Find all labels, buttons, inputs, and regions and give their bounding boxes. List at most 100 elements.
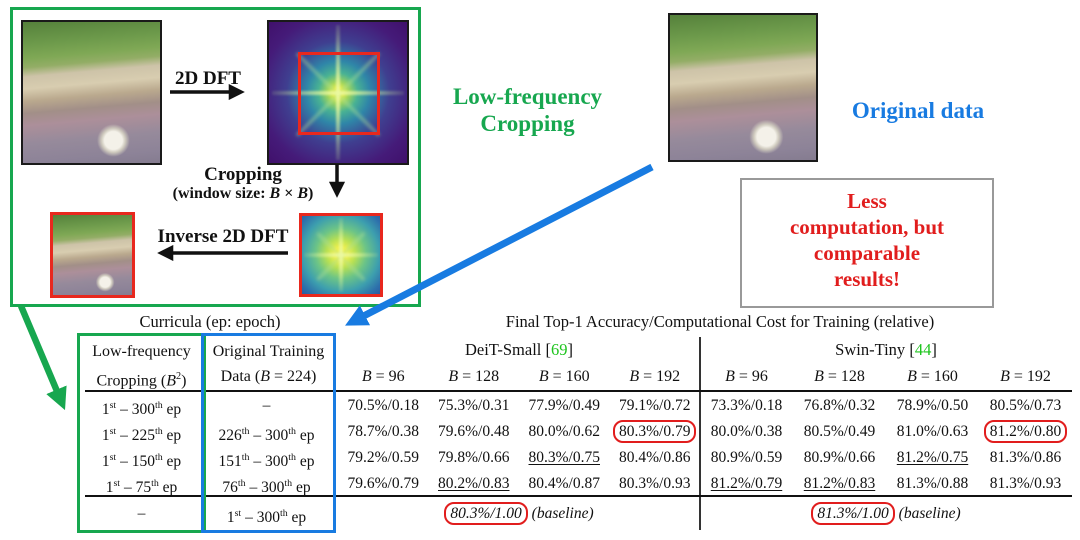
table-cell: 81.0%/0.63 bbox=[896, 423, 969, 440]
table-cell: 80.4%/0.87 bbox=[528, 475, 600, 492]
epoch-range-cell: 76th – 300th ep bbox=[222, 478, 311, 497]
group-name: Swin-Tiny bbox=[835, 340, 906, 359]
table-cell-underlined: 80.2%/0.83 bbox=[438, 475, 510, 492]
table-cell: 70.5%/0.18 bbox=[347, 397, 419, 414]
baseline-deit-cell: 80.3%/1.00 (baseline) bbox=[338, 497, 700, 530]
table-cell: 79.2%/0.59 bbox=[347, 449, 419, 466]
model-group-header-row: DeiT-Small [69] Swin-Tiny [44] bbox=[338, 337, 1072, 362]
b-header: B = 160 bbox=[907, 368, 958, 385]
b-header: B = 192 bbox=[629, 368, 681, 385]
table-cell-underlined: 81.2%/0.75 bbox=[896, 449, 969, 466]
spectrum-ray bbox=[271, 90, 405, 95]
table-cell: 80.9%/0.59 bbox=[710, 449, 783, 466]
epoch-range-cell: 226th – 300th ep bbox=[218, 426, 315, 445]
results-table: Low-frequency Cropping (B2) Original Tra… bbox=[77, 333, 1072, 533]
original-data-photo bbox=[668, 13, 818, 162]
table-cell: 80.3%/0.93 bbox=[619, 475, 691, 492]
dft-spectrum-image bbox=[267, 20, 409, 165]
baseline-suffix: (baseline) bbox=[898, 505, 961, 522]
b-header: B = 128 bbox=[448, 368, 500, 385]
b-header: B = 192 bbox=[1000, 368, 1051, 385]
caption-line: Cropping bbox=[480, 111, 575, 136]
table-cell: 81.3%/0.88 bbox=[896, 475, 969, 492]
window-size-header-row: B = 96 B = 128 B = 160 B = 192 B = 96 B … bbox=[338, 363, 1072, 390]
table-header-rule bbox=[85, 390, 1072, 392]
table-cell-underlined: 80.3%/0.75 bbox=[528, 449, 600, 466]
original-data-caption: Original data bbox=[851, 98, 985, 123]
epoch-range-cell: 1st – 300th ep bbox=[226, 508, 307, 527]
b-header: B = 160 bbox=[538, 368, 590, 385]
header-line: Cropping (B2) bbox=[96, 371, 187, 390]
table-row: 1st – 75th ep 76th – 300th ep 79.6%/0.79… bbox=[80, 471, 1072, 497]
table-baseline-rule bbox=[85, 495, 1072, 497]
cite-bracket: ] bbox=[931, 340, 937, 359]
baseline-suffix: (baseline) bbox=[531, 505, 594, 522]
epoch-range-cell: – bbox=[262, 397, 271, 414]
table-cell: 79.6%/0.79 bbox=[347, 475, 419, 492]
red-oval-highlight: 80.3%/1.00 bbox=[444, 502, 528, 525]
cropped-spectrum-image bbox=[299, 213, 383, 297]
epoch-range-cell: 1st – 75th ep bbox=[105, 478, 178, 497]
table-cell: 80.0%/0.38 bbox=[710, 423, 783, 440]
results-caption: Final Top-1 Accuracy/Computational Cost … bbox=[505, 312, 935, 331]
low-frequency-cropping-caption: Low-frequency Cropping bbox=[420, 83, 635, 137]
low-freq-cropped-photo bbox=[50, 212, 135, 298]
cropping-label-line1: Cropping bbox=[204, 164, 282, 185]
baseline-row: – 1st – 300th ep 80.3%/1.00 (baseline) 8… bbox=[80, 497, 1072, 530]
table-cell: 80.9%/0.66 bbox=[803, 449, 876, 466]
header-line: Low-frequency bbox=[92, 343, 191, 360]
table-cell: 78.9%/0.50 bbox=[896, 397, 969, 414]
table-cell: 80.5%/0.73 bbox=[989, 397, 1062, 414]
cite-bracket: [ bbox=[905, 340, 915, 359]
b-header: B = 128 bbox=[814, 368, 865, 385]
cropping-label-line2: (window size: B × B) bbox=[172, 185, 314, 202]
crop-window-outline bbox=[297, 51, 380, 136]
header-line: Original Training bbox=[212, 343, 325, 360]
note-line: computation, but bbox=[789, 215, 945, 239]
group-name: DeiT-Small bbox=[464, 340, 542, 359]
table-cell: 78.7%/0.38 bbox=[347, 423, 419, 440]
note-line: comparable bbox=[813, 241, 921, 265]
table-cell: 79.1%/0.72 bbox=[619, 397, 691, 414]
column-header-lowfreq: Low-frequency Cropping (B2) bbox=[80, 339, 203, 393]
note-line: results! bbox=[833, 267, 901, 291]
note-box: Less computation, but comparable results… bbox=[740, 178, 994, 308]
b-header: B = 96 bbox=[361, 368, 405, 385]
inverse-dft-arrow-label: Inverse 2D DFT bbox=[157, 226, 289, 247]
epoch-range-cell: 151th – 300th ep bbox=[218, 452, 315, 471]
table-cell-underlined: 81.2%/0.83 bbox=[803, 475, 876, 492]
table-cell: 81.3%/0.93 bbox=[989, 475, 1062, 492]
table-cell-highlighted: 81.2%/0.80 bbox=[979, 419, 1072, 445]
table-cell: 77.9%/0.49 bbox=[528, 397, 600, 414]
note-line: Less bbox=[847, 189, 887, 213]
group-header-deit: DeiT-Small [69] bbox=[338, 337, 700, 362]
lowfreq-column-outline bbox=[77, 333, 206, 533]
spectrum-ray bbox=[303, 253, 379, 257]
cite-bracket: [ bbox=[541, 340, 552, 359]
table-row: 1st – 150th ep 151th – 300th ep 79.2%/0.… bbox=[80, 445, 1072, 471]
table-cell: 80.4%/0.86 bbox=[619, 449, 691, 466]
table-cell: 80.0%/0.62 bbox=[528, 423, 600, 440]
table-cell: 79.6%/0.48 bbox=[438, 423, 510, 440]
original-image-photo bbox=[21, 20, 162, 165]
low-frequency-pipeline-box bbox=[10, 7, 421, 307]
table-cell: 73.3%/0.18 bbox=[710, 397, 783, 414]
original-column-outline bbox=[201, 333, 336, 533]
red-oval-highlight: 81.2%/0.80 bbox=[983, 420, 1068, 443]
table-row: 1st – 225th ep 226th – 300th ep 78.7%/0.… bbox=[80, 419, 1072, 445]
red-oval-highlight: 81.3%/1.00 bbox=[811, 502, 895, 525]
baseline-swin-cell: 81.3%/1.00 (baseline) bbox=[700, 497, 1072, 530]
table-cell: 80.5%/0.49 bbox=[803, 423, 876, 440]
caption-line: Low-frequency bbox=[452, 84, 603, 109]
epoch-range-cell: 1st – 150th ep bbox=[101, 452, 182, 471]
table-cell: 81.3%/0.86 bbox=[989, 449, 1062, 466]
header-line: Data (B = 224) bbox=[220, 368, 317, 385]
epoch-range-cell: 1st – 225th ep bbox=[101, 426, 182, 445]
table-cell: 76.8%/0.32 bbox=[803, 397, 876, 414]
cropping-arrow-label: Cropping (window size: B × B) bbox=[148, 164, 338, 203]
note-text: Less computation, but comparable results… bbox=[742, 180, 992, 292]
citation-number: 69 bbox=[551, 340, 568, 359]
group-header-swin: Swin-Tiny [44] bbox=[700, 337, 1072, 362]
table-cell-underlined: 81.2%/0.79 bbox=[710, 475, 783, 492]
